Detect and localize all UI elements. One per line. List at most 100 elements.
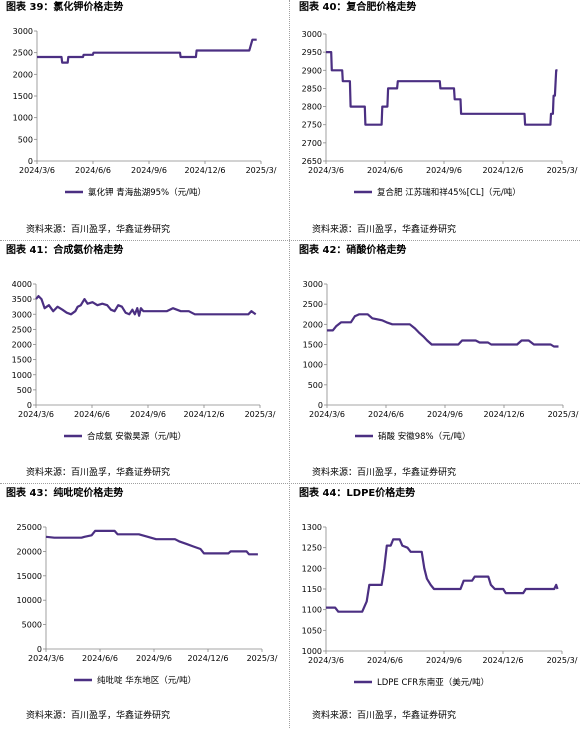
x-tick-label: 2024/6/6: [82, 654, 118, 663]
source-note: 资料来源：百川盈孚，华鑫证券研究: [26, 468, 171, 478]
chart-svg: 1000 1050 1100 1150 1200 1250 1300 2024/3/6 2024…: [302, 523, 578, 688]
y-tick-label: 1500: [303, 341, 323, 350]
y-tick-label: 3000: [302, 30, 322, 39]
panel-ldpe: 图表 44：LDPE价格走势 1000 1050 1100 1150 1200 1250 1…: [290, 486, 580, 729]
series-line: [326, 538, 559, 613]
x-tick-label: 2025/3/: [547, 166, 578, 175]
x-tick-label: 2024/12/6: [482, 656, 523, 665]
y-tick-label: 2000: [12, 341, 32, 350]
x-tick-label: 2025/3/: [247, 654, 278, 663]
chart-title: 图表 41：合成氨价格走势: [6, 245, 124, 256]
y-tick-label: 0: [318, 401, 323, 410]
y-tick-label: 500: [17, 386, 32, 395]
x-tick-label: 2024/6/6: [74, 410, 110, 419]
y-tick-label: 1100: [302, 606, 322, 615]
row-separator-2: [0, 483, 580, 484]
panel-nitric-acid: 图表 42：硝酸价格走势 0 500 1000 1500 2000 2500 3000 202…: [290, 243, 580, 486]
y-tick-label: 1000: [13, 114, 33, 123]
legend-label: 复合肥 江苏瑞和祥45%[CL]（元/吨）: [377, 187, 521, 198]
source-note: 资料来源：百川盈孚，华鑫证券研究: [312, 468, 457, 478]
y-tick-label: 2000: [13, 70, 33, 79]
y-tick-label: 3500: [12, 295, 32, 304]
y-tick-label: 0: [27, 401, 32, 410]
y-tick-label: 3000: [13, 27, 33, 36]
x-tick-label: 2024/3/6: [309, 410, 345, 419]
panel-compound-fertilizer: 图表 40：复合肥价格走势 2650 2700 2750 2800 2850 2900 29…: [290, 0, 580, 243]
y-tick-label: 2000: [303, 320, 323, 329]
y-tick-label: 2950: [302, 48, 322, 57]
y-tick-label: 2500: [303, 300, 323, 309]
chart-svg: 2650 2700 2750 2800 2850 2900 2950 3000 2024/3/6…: [302, 30, 578, 198]
x-tick-label: 2025/3/: [246, 166, 277, 175]
chart-title: 图表 43：纯吡啶价格走势: [6, 488, 124, 499]
legend-label: 纯吡啶 华东地区（元/吨）: [97, 675, 196, 686]
x-tick-label: 2024/6/6: [367, 656, 403, 665]
chart-svg: 0 500 1000 1500 2000 2500 3000 2024/3/6 2024/6/6…: [13, 27, 277, 198]
y-tick-label: 2500: [12, 325, 32, 334]
y-tick-label: 2650: [302, 157, 322, 166]
series-line: [37, 38, 257, 64]
y-tick-label: 500: [18, 135, 33, 144]
series-line: [35, 294, 257, 317]
series-line: [326, 50, 558, 126]
y-tick-label: 1000: [302, 647, 322, 656]
y-tick-label: 1150: [302, 585, 322, 594]
y-tick-label: 4000: [12, 280, 32, 289]
y-tick-label: 20000: [17, 547, 42, 556]
x-tick-label: 2024/9/6: [130, 410, 166, 419]
source-note: 资料来源：百川盈孚，华鑫证券研究: [26, 711, 171, 721]
x-tick-label: 2025/3/: [245, 410, 276, 419]
x-tick-label: 2024/12/6: [482, 166, 523, 175]
x-tick-label: 2024/12/6: [483, 410, 524, 419]
x-tick-label: 2025/3/: [548, 410, 579, 419]
x-tick-label: 2024/6/6: [367, 166, 403, 175]
chart-title: 图表 44：LDPE价格走势: [299, 488, 416, 499]
y-tick-label: 5000: [22, 621, 42, 630]
y-tick-label: 25000: [17, 523, 42, 532]
x-tick-label: 2024/9/6: [427, 410, 463, 419]
source-note: 资料来源：百川盈孚，华鑫证券研究: [26, 225, 171, 235]
y-tick-label: 3000: [303, 280, 323, 289]
chart-svg: 0 5000 10000 15000 20000 25000 2024/3/6 2024/6/…: [17, 523, 278, 686]
y-tick-label: 3000: [12, 310, 32, 319]
series-line: [45, 529, 258, 556]
y-tick-label: 2800: [302, 103, 322, 112]
y-tick-label: 1250: [302, 544, 322, 553]
x-tick-label: 2024/9/6: [131, 166, 167, 175]
x-tick-label: 2024/3/6: [308, 166, 344, 175]
vertical-separator: [289, 0, 290, 728]
x-tick-label: 2024/12/6: [187, 654, 228, 663]
y-tick-label: 1200: [302, 564, 322, 573]
y-tick-label: 15000: [17, 572, 42, 581]
x-tick-label: 2024/9/6: [136, 654, 172, 663]
x-tick-label: 2024/6/6: [75, 166, 111, 175]
chart-title: 图表 39：氯化钾价格走势: [6, 2, 124, 13]
y-tick-label: 0: [37, 645, 42, 654]
legend-label: 合成氨 安徽昊源（元/吨）: [87, 431, 186, 442]
y-tick-label: 2850: [302, 84, 322, 93]
chart-title: 图表 40：复合肥价格走势: [299, 2, 417, 13]
series-line: [327, 313, 559, 348]
panel-synthetic-ammonia: 图表 41：合成氨价格走势 0 500 1000 1500 2000 2500 3000 35…: [0, 243, 290, 486]
row-separator-1: [0, 240, 580, 241]
legend-label: LDPE CFR东南亚（美元/吨）: [377, 677, 489, 688]
y-tick-label: 1500: [12, 356, 32, 365]
x-tick-label: 2024/3/6: [19, 166, 55, 175]
legend-label: 硝酸 安徽98%（元/吨）: [378, 431, 470, 442]
x-tick-label: 2024/12/6: [184, 166, 225, 175]
legend-label: 氯化钾 青海盐湖95%（元/吨）: [88, 187, 206, 198]
chart-svg: 0 500 1000 1500 2000 2500 3000 2024/3/6 2024/6/6…: [303, 280, 579, 442]
y-tick-label: 1050: [302, 626, 322, 635]
x-tick-label: 2024/6/6: [368, 410, 404, 419]
x-tick-label: 2024/9/6: [426, 166, 462, 175]
y-tick-label: 1000: [12, 371, 32, 380]
x-tick-label: 2024/3/6: [28, 654, 64, 663]
x-tick-label: 2024/12/6: [183, 410, 224, 419]
y-tick-label: 10000: [17, 596, 42, 605]
y-tick-label: 1000: [303, 361, 323, 370]
panel-potassium-chloride: 图表 39：氯化钾价格走势 0 500 1000 1500 2000 2500 3000 20…: [0, 0, 290, 243]
y-tick-label: 2700: [302, 139, 322, 148]
source-note: 资料来源：百川盈孚，华鑫证券研究: [312, 711, 457, 721]
chart-title: 图表 42：硝酸价格走势: [299, 245, 407, 256]
y-tick-label: 0: [28, 157, 33, 166]
